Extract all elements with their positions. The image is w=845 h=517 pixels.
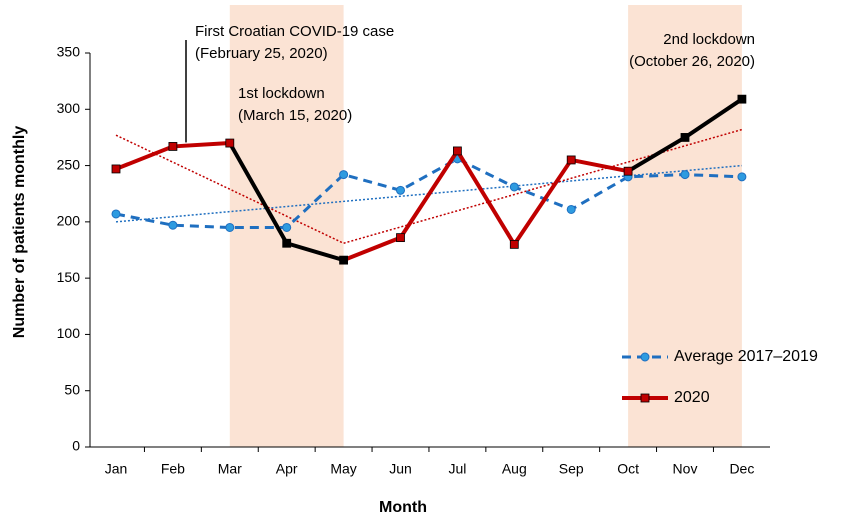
y-tick-label: 0: [72, 438, 80, 454]
annotation: 1st lockdown: [238, 85, 325, 102]
marker: [168, 142, 178, 151]
marker: [396, 185, 405, 195]
marker: [509, 182, 519, 192]
marker: [566, 204, 576, 214]
legend-label: 2020: [674, 389, 710, 406]
shading-layer: [229, 5, 742, 447]
trend-line: [115, 164, 742, 223]
marker: [396, 233, 405, 243]
y-tick-label: 100: [57, 325, 81, 341]
marker: [282, 238, 292, 248]
y-tick-label: 250: [57, 156, 81, 172]
legend-label: Average 2017–2019: [674, 348, 818, 365]
line-segment: [398, 148, 460, 240]
marker: [680, 170, 690, 180]
x-tick-label: Oct: [617, 461, 639, 477]
annotation: 2nd lockdown: [663, 31, 755, 48]
y-tick-label: 350: [57, 44, 81, 60]
line-segment: [455, 148, 517, 247]
shaded-range: [628, 5, 742, 447]
marker: [737, 94, 747, 104]
marker: [452, 146, 462, 156]
annotation: (February 25, 2020): [195, 45, 328, 62]
marker: [111, 164, 121, 174]
x-tick-label: Apr: [276, 461, 298, 477]
legend-marker: [640, 352, 650, 362]
marker: [339, 255, 349, 265]
marker: [509, 239, 519, 249]
line-segment: [683, 97, 744, 140]
x-axis-label: Month: [379, 499, 427, 516]
marker: [168, 220, 178, 230]
marker: [225, 222, 235, 232]
line-segment: [114, 144, 175, 171]
y-tick-label: 150: [57, 269, 81, 285]
marker: [225, 138, 235, 148]
annotation: First Croatian COVID-19 case: [195, 23, 394, 40]
y-tick-label: 50: [64, 381, 80, 397]
legend-marker: [640, 393, 650, 403]
marker: [566, 155, 576, 165]
x-tick-label: Nov: [673, 461, 698, 477]
line-segment: [569, 157, 631, 174]
x-tick-label: May: [330, 461, 356, 477]
marker: [282, 222, 292, 232]
x-tick-label: Dec: [729, 461, 754, 477]
line-segment: [626, 135, 687, 174]
y-tick-label: 200: [57, 213, 81, 229]
marker: [680, 133, 690, 142]
x-tick-label: Jul: [448, 461, 466, 477]
line-segment: [341, 235, 403, 263]
line-segment: [512, 157, 574, 247]
plot-layer: [111, 94, 747, 265]
line-segment: [170, 141, 232, 149]
marker: [339, 170, 349, 180]
annotation: (March 15, 2020): [238, 107, 352, 124]
line-segment: [227, 141, 289, 246]
x-tick-label: Jun: [389, 461, 412, 477]
y-tick-label: 300: [57, 100, 81, 116]
marker: [737, 172, 747, 182]
annotation: (October 26, 2020): [629, 53, 755, 70]
line-segment: [284, 241, 346, 263]
y-axis-label: Number of patients monthly: [11, 126, 28, 339]
x-tick-label: Aug: [502, 461, 527, 477]
x-tick-label: Mar: [218, 461, 242, 477]
marker: [111, 209, 121, 219]
x-tick-label: Feb: [161, 461, 185, 477]
x-tick-label: Sep: [559, 461, 584, 477]
axes-layer: 0 50 100 150 200 250 300 350 Jan Feb Mar Apr May Jun J…: [57, 44, 770, 477]
marker: [623, 166, 633, 176]
series-line: [115, 157, 742, 229]
x-tick-label: Jan: [105, 461, 128, 477]
